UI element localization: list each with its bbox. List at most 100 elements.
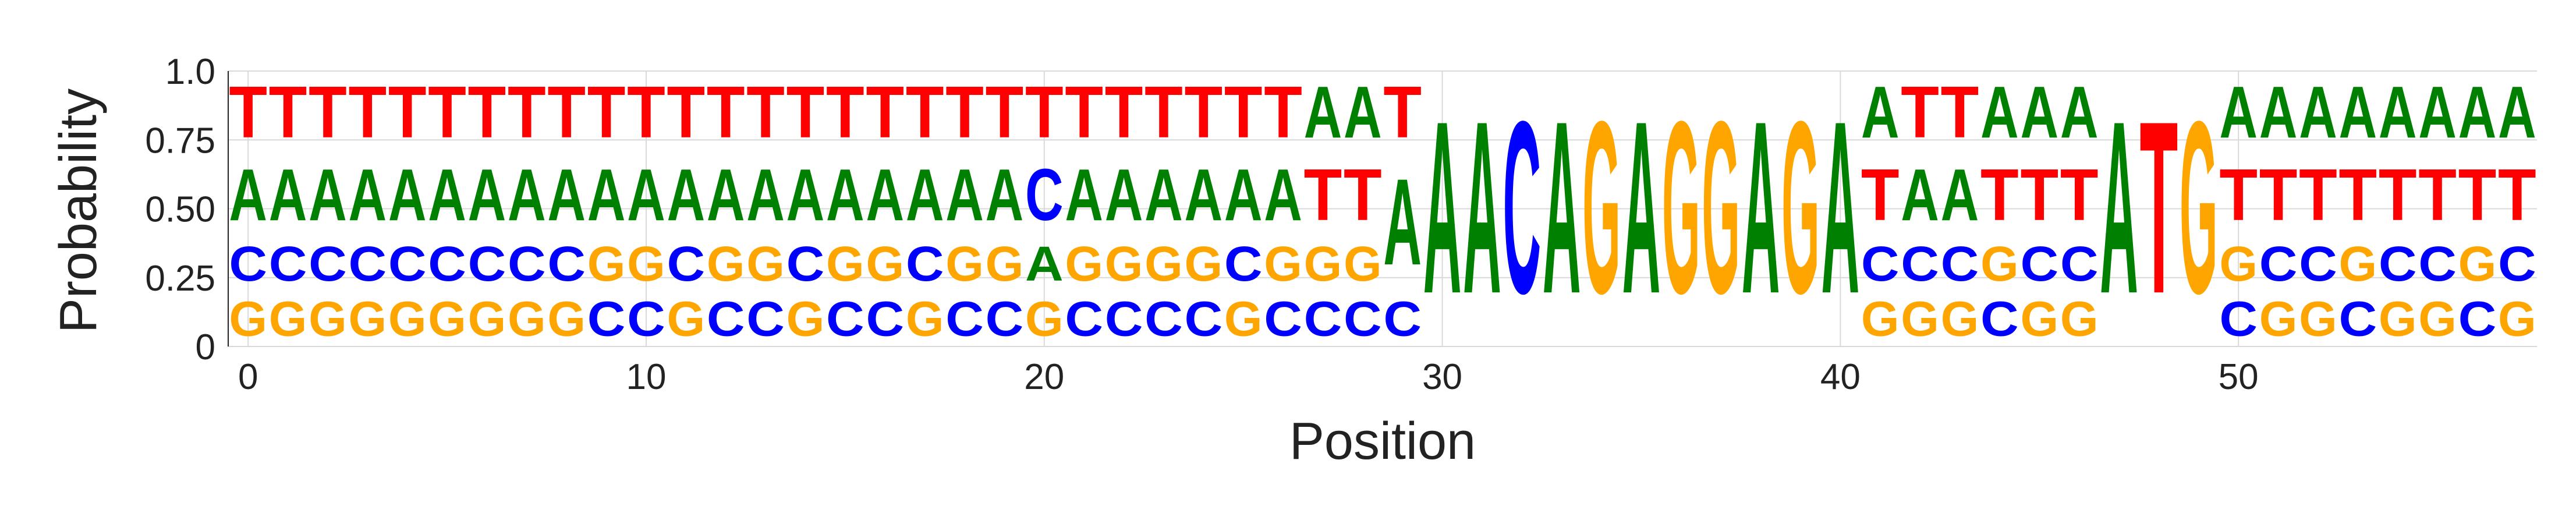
logo-letter-T: T <box>2458 154 2497 236</box>
logo-letter-T: T <box>269 71 307 153</box>
logo-letter-G: G <box>2498 291 2536 346</box>
logo-letter-T: T <box>707 71 745 153</box>
logo-letter-A: A <box>1941 154 1979 236</box>
logo-letter-C: C <box>826 291 864 346</box>
logo-letter-C: C <box>1105 291 1143 346</box>
logo-letter-T: T <box>1901 71 1939 153</box>
logo-letter-C: C <box>906 236 944 291</box>
logo-letter-G: G <box>627 236 665 291</box>
logo-letter-A: A <box>2060 71 2099 153</box>
logo-letter-C: C <box>1184 291 1223 346</box>
logo-letter-A: A <box>2100 69 2138 345</box>
logo-letter-T: T <box>1224 71 1263 153</box>
logo-letter-C: C <box>627 291 665 346</box>
logo-letter-G: G <box>2259 291 2298 346</box>
logo-letter-A: A <box>1543 69 1581 345</box>
logo-letter-A: A <box>2299 71 2337 153</box>
logo-letter-G: G <box>508 291 546 346</box>
logo-letter-A: A <box>2020 71 2058 153</box>
logo-letter-C: C <box>388 236 427 291</box>
logo-letter-T: T <box>2379 154 2417 236</box>
logo-letter-C: C <box>1383 291 1422 346</box>
logo-letter-C: C <box>1941 236 1979 291</box>
logo-letter-G: G <box>2418 291 2457 346</box>
logo-letter-T: T <box>428 71 466 153</box>
logo-letter-A: A <box>2458 71 2497 153</box>
logo-letter-A: A <box>945 154 984 236</box>
logo-letter-G: G <box>945 236 984 291</box>
logo-letter-A: A <box>388 154 427 236</box>
logo-letter-G: G <box>1224 291 1263 346</box>
x-tick-label: 50 <box>2219 357 2259 397</box>
logo-letter-A: A <box>1065 154 1103 236</box>
logo-letter-T: T <box>945 71 984 153</box>
logo-letter-T: T <box>906 71 944 153</box>
logo-letter-G: G <box>986 236 1024 291</box>
grid-layer <box>228 70 2537 347</box>
logo-letter-A: A <box>826 154 864 236</box>
logo-letter-T: T <box>2060 154 2099 236</box>
logo-letter-C: C <box>2498 236 2536 291</box>
logo-letter-G: G <box>2299 291 2337 346</box>
logo-letter-C: C <box>1065 291 1103 346</box>
x-tick-label: 30 <box>1422 357 1462 397</box>
logo-letter-A: A <box>229 154 267 236</box>
logo-letter-C: C <box>1145 291 1183 346</box>
logo-letter-G: G <box>1861 291 1900 346</box>
logo-letter-T: T <box>986 71 1024 153</box>
logo-letter-T: T <box>2418 154 2457 236</box>
logo-letter-T: T <box>309 71 347 153</box>
logo-letter-T: T <box>1105 71 1143 153</box>
logo-letter-A: A <box>1304 71 1342 153</box>
letters-layer: GCATGCATGCATGCATGCATGCATGCATGCATGCATCGAT… <box>229 69 2536 346</box>
logo-letter-T: T <box>1184 71 1223 153</box>
logo-letter-G: G <box>1702 69 1740 345</box>
logo-letter-C: C <box>667 236 706 291</box>
logo-letter-A: A <box>1622 69 1661 345</box>
logo-letter-G: G <box>1184 236 1223 291</box>
logo-letter-G: G <box>2180 69 2218 345</box>
logo-letter-G: G <box>2338 236 2377 291</box>
logo-letter-G: G <box>309 291 347 346</box>
logo-letter-A: A <box>1423 69 1462 345</box>
logo-letter-T: T <box>229 71 267 153</box>
logo-letter-G: G <box>1662 69 1700 345</box>
logo-letter-T: T <box>1861 154 1900 236</box>
logo-letter-C: C <box>746 291 785 346</box>
logo-letter-G: G <box>229 291 267 346</box>
logo-letter-C: C <box>2458 291 2497 346</box>
logo-letter-C: C <box>428 236 466 291</box>
logo-letter-A: A <box>1224 154 1263 236</box>
logo-letter-A: A <box>2219 71 2258 153</box>
logo-letter-C: C <box>1901 236 1939 291</box>
x-tick-label: 10 <box>626 357 666 397</box>
logo-letter-A: A <box>1025 236 1064 291</box>
logo-letter-G: G <box>468 291 506 346</box>
logo-letter-A: A <box>468 154 506 236</box>
x-tick-label: 0 <box>238 357 258 397</box>
logo-letter-C: C <box>1503 69 1542 345</box>
logo-letter-C: C <box>1304 291 1342 346</box>
logo-letter-A: A <box>1861 71 1900 153</box>
logo-letter-A: A <box>746 154 785 236</box>
logo-letter-G: G <box>906 291 944 346</box>
logo-letter-C: C <box>1344 291 1382 346</box>
logo-letter-A: A <box>627 154 665 236</box>
logo-letter-C: C <box>2299 236 2337 291</box>
logo-letter-A: A <box>2379 71 2417 153</box>
logo-letter-T: T <box>2299 154 2337 236</box>
logo-letter-G: G <box>1980 236 2019 291</box>
logo-letter-T: T <box>1980 154 2019 236</box>
logo-letter-G: G <box>388 291 427 346</box>
logo-letter-A: A <box>2498 71 2536 153</box>
y-axis-title: Probability <box>49 89 108 333</box>
logo-letter-A: A <box>1463 69 1501 345</box>
logo-letter-G: G <box>2458 236 2497 291</box>
logo-letter-G: G <box>1781 69 1820 345</box>
logo-letter-G: G <box>2060 291 2099 346</box>
logo-letter-G: G <box>1145 236 1183 291</box>
logo-letter-C: C <box>508 236 546 291</box>
logo-letter-A: A <box>1344 71 1382 153</box>
logo-letter-A: A <box>508 154 546 236</box>
